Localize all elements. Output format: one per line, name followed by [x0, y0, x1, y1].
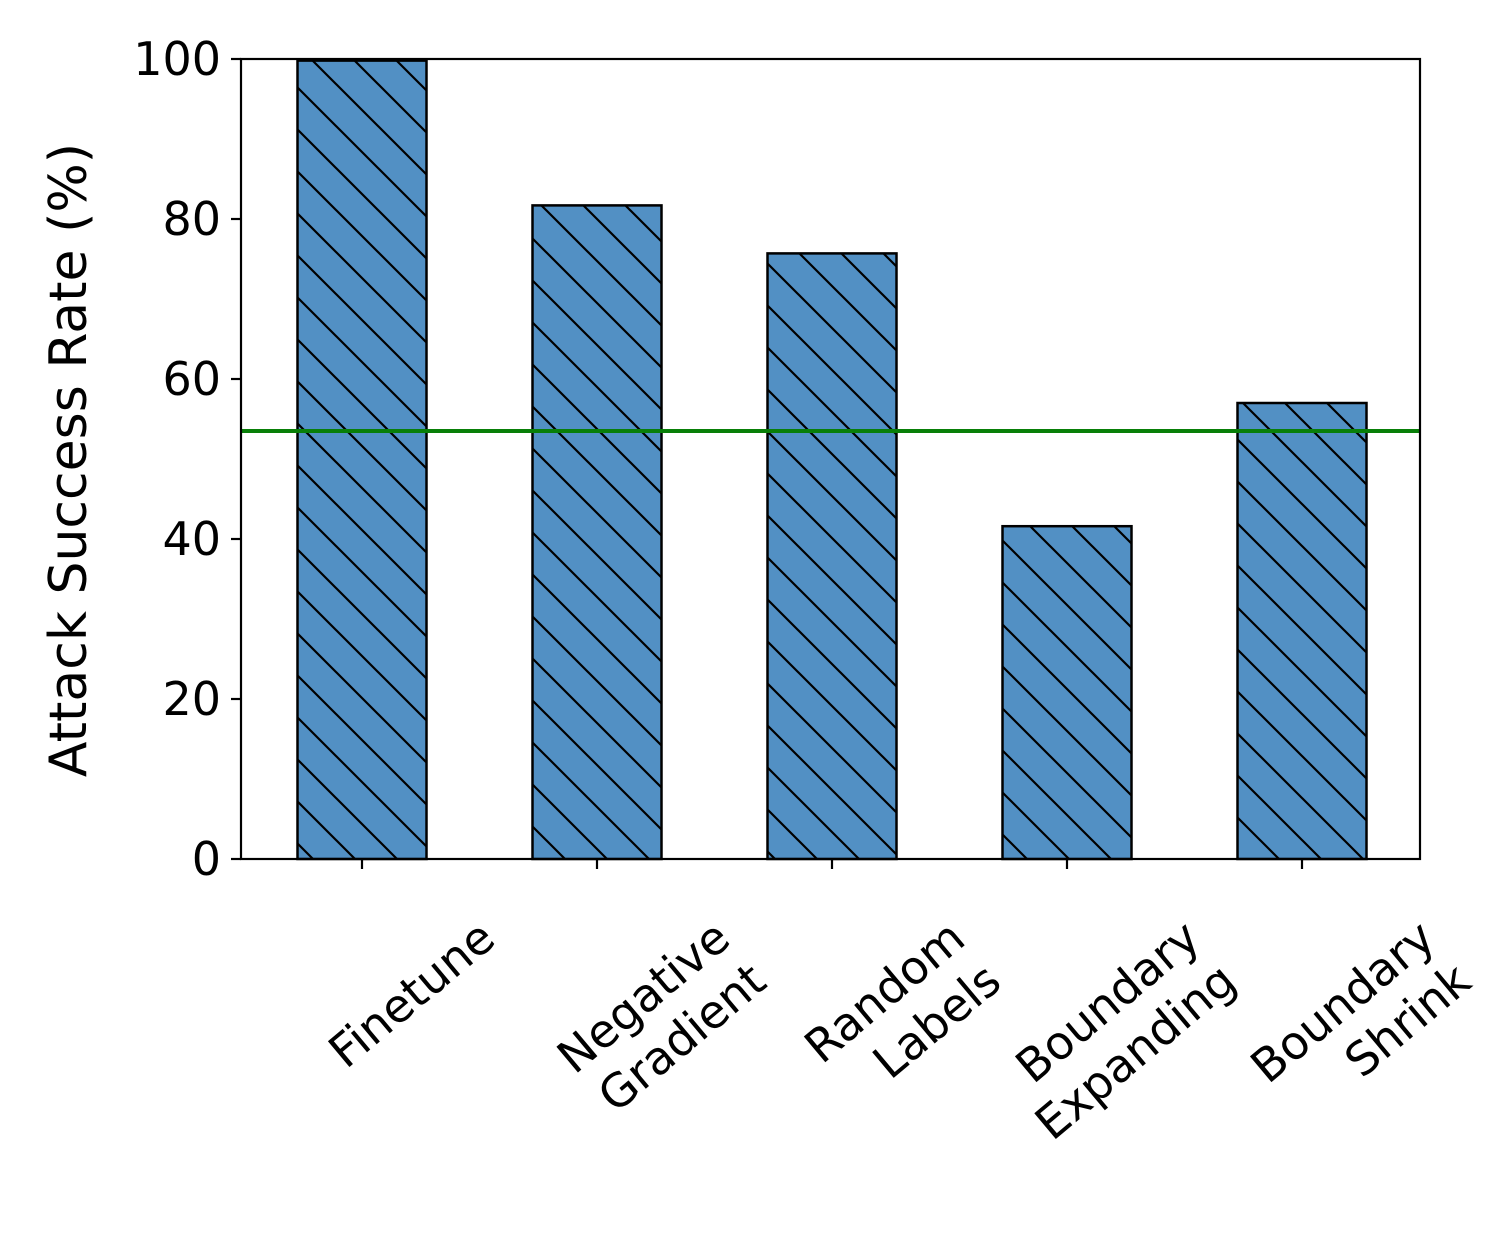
- y-tick-label: 40: [162, 512, 221, 566]
- bar-boundary-shrink: [1236, 401, 1368, 861]
- bar-finetune: [296, 59, 428, 861]
- y-axis-ticks: 0 20 40 60 80 100: [133, 32, 241, 886]
- y-tick-label: 100: [133, 32, 221, 86]
- y-tick-label: 0: [192, 832, 221, 886]
- x-tick-label-group: Finetune: [318, 910, 504, 1079]
- axes-layer: [239, 57, 1422, 861]
- y-axis-label: Attack Success Rate (%): [39, 143, 99, 777]
- y-tick-label: 80: [162, 192, 221, 246]
- y-tick-label: 20: [162, 672, 221, 726]
- bar-negative-gradient: [531, 204, 663, 861]
- plot-frame: [239, 57, 1422, 861]
- x-tick-label: Finetune: [318, 910, 504, 1079]
- y-tick-label: 60: [162, 352, 221, 406]
- bar-random-labels: [766, 252, 898, 861]
- bar-boundary-expanding: [1001, 524, 1133, 861]
- bars-layer: [296, 59, 1368, 861]
